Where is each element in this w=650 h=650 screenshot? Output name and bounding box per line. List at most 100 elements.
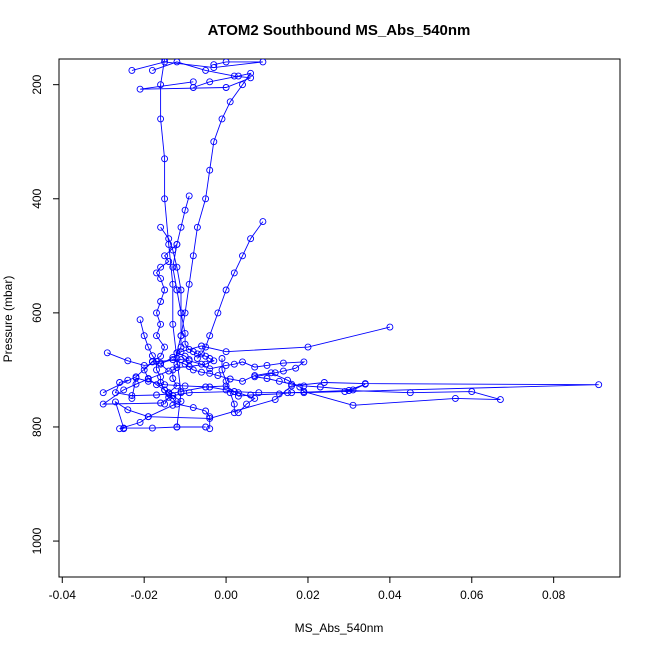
data-point [169, 375, 177, 382]
data-point [222, 377, 230, 385]
data-point [185, 192, 193, 200]
y-tick-label: 1000 [30, 527, 44, 554]
data-point [234, 409, 242, 417]
data-point [239, 358, 246, 366]
data-point [153, 309, 160, 317]
data-point [214, 372, 222, 380]
data-point [144, 413, 152, 421]
data-point [185, 363, 193, 370]
data-point [206, 414, 214, 422]
series-line [101, 326, 599, 429]
series-line [160, 59, 182, 428]
data-point [193, 350, 201, 358]
data-point [210, 64, 218, 72]
data-point [144, 375, 152, 383]
data-point [222, 286, 230, 294]
data-point [206, 383, 214, 391]
data-point [128, 392, 136, 400]
data-point [169, 263, 177, 271]
data-point [247, 235, 255, 243]
data-point [226, 98, 234, 106]
data-point [181, 309, 189, 317]
data-point [161, 381, 169, 389]
data-point [234, 392, 242, 400]
data-point [112, 398, 119, 406]
data-point [451, 394, 459, 402]
data-point [222, 59, 230, 66]
data-point [169, 356, 177, 364]
data-point [218, 366, 226, 374]
y-tick-label: 400 [30, 188, 44, 208]
data-point [222, 361, 230, 369]
data-point [161, 59, 169, 63]
data-point [202, 343, 210, 351]
data-point [275, 377, 283, 385]
x-tick-label: 0.06 [460, 588, 484, 602]
data-point [153, 357, 160, 365]
y-tick-label: 600 [30, 303, 44, 323]
data-point [140, 332, 148, 340]
data-point [222, 348, 230, 356]
data-point [181, 382, 189, 390]
data-point [259, 59, 267, 66]
data-point [320, 379, 328, 386]
data-point [157, 115, 165, 123]
series-line [197, 221, 264, 359]
data-point [222, 382, 230, 390]
data-point [161, 400, 169, 408]
data-point [239, 377, 246, 385]
data-point [230, 269, 238, 277]
data-point [206, 369, 214, 377]
data-point [206, 355, 214, 362]
data-point [263, 375, 271, 382]
data-point [202, 360, 210, 368]
data-point [202, 407, 210, 415]
data-point [193, 355, 201, 362]
data-point [157, 263, 165, 271]
x-tick-label: 0.04 [378, 588, 402, 602]
series-line [221, 358, 235, 413]
data-point [247, 69, 255, 77]
data-point [128, 394, 136, 402]
data-point [300, 358, 308, 366]
data-point [148, 424, 156, 432]
data-point [140, 361, 148, 369]
data-point [136, 85, 144, 93]
x-tick-label: 0.00 [214, 588, 238, 602]
data-point [255, 389, 263, 397]
data-point [157, 275, 165, 283]
data-point [222, 84, 230, 91]
data-point [267, 369, 275, 377]
data-point [259, 218, 267, 226]
series-line [140, 61, 251, 90]
data-point [165, 258, 173, 265]
data-point [243, 400, 250, 408]
data-point [198, 350, 205, 358]
x-tick-label: -0.02 [130, 588, 158, 602]
data-point [251, 394, 259, 402]
data-point [263, 361, 271, 369]
data-point [153, 381, 160, 389]
data-point [157, 320, 165, 328]
data-point [157, 379, 165, 386]
data-point [120, 424, 128, 432]
data-point [595, 381, 603, 389]
data-point [173, 59, 181, 66]
data-point [230, 388, 238, 396]
data-point [210, 138, 218, 146]
data-point [316, 383, 324, 391]
data-point [345, 387, 353, 394]
data-point [193, 223, 201, 231]
x-tick-label: -0.04 [49, 588, 77, 602]
data-point [206, 365, 214, 373]
data-point [304, 343, 312, 351]
data-point [202, 352, 210, 360]
data-point [103, 349, 111, 357]
data-point [288, 382, 296, 390]
data-point [148, 66, 156, 74]
data-point [177, 223, 185, 231]
data-point [136, 316, 144, 324]
data-point [157, 399, 165, 407]
data-point [177, 309, 185, 317]
